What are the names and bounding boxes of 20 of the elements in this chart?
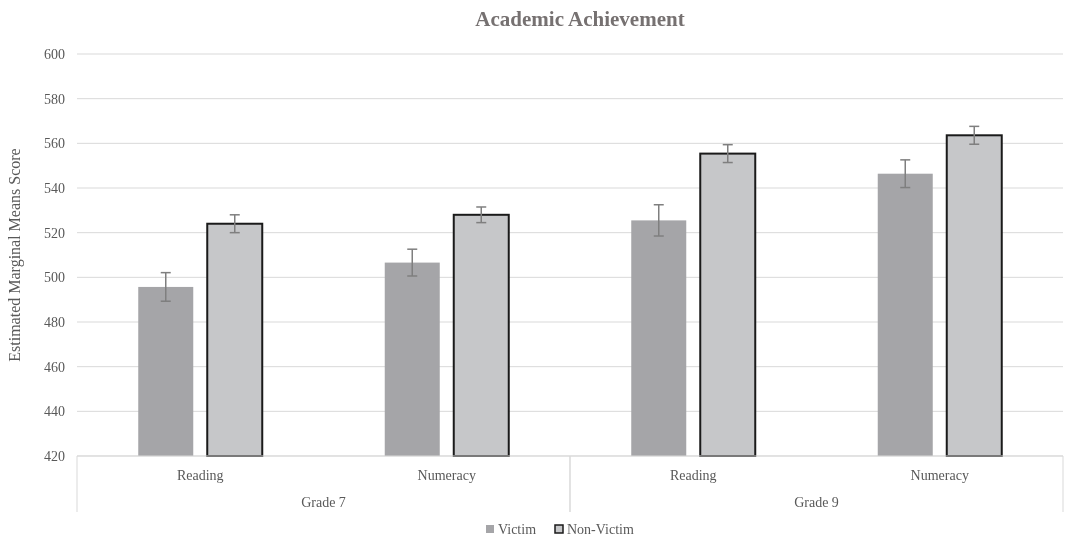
y-tick-label: 600 (44, 46, 65, 62)
y-tick-label: 440 (44, 404, 65, 420)
text: Grade 9 (794, 495, 839, 510)
x-tick-label: Reading (669, 468, 717, 483)
y-tick-label: 580 (44, 91, 65, 107)
text: Grade 7 (301, 495, 346, 510)
x-tick-label: Numeracy (910, 468, 969, 483)
y-tick-label: 420 (44, 448, 65, 464)
x-tick-label: Numeracy (417, 468, 476, 483)
y-tick-label: 500 (44, 270, 65, 286)
chart-title: Academic Achievement (475, 7, 685, 31)
y-tick-label: 460 (44, 359, 65, 375)
legend-label: Victim (498, 522, 537, 537)
legend-label: Non-Victim (567, 522, 634, 537)
x-tick-label: Reading (176, 468, 224, 483)
y-tick-label: 520 (44, 225, 65, 241)
y-axis-title: Estimated Marginal Means Score (6, 148, 24, 362)
y-tick-label: 540 (44, 180, 65, 196)
y-tick-label: 560 (44, 136, 65, 152)
y-tick-label: 480 (44, 314, 65, 330)
